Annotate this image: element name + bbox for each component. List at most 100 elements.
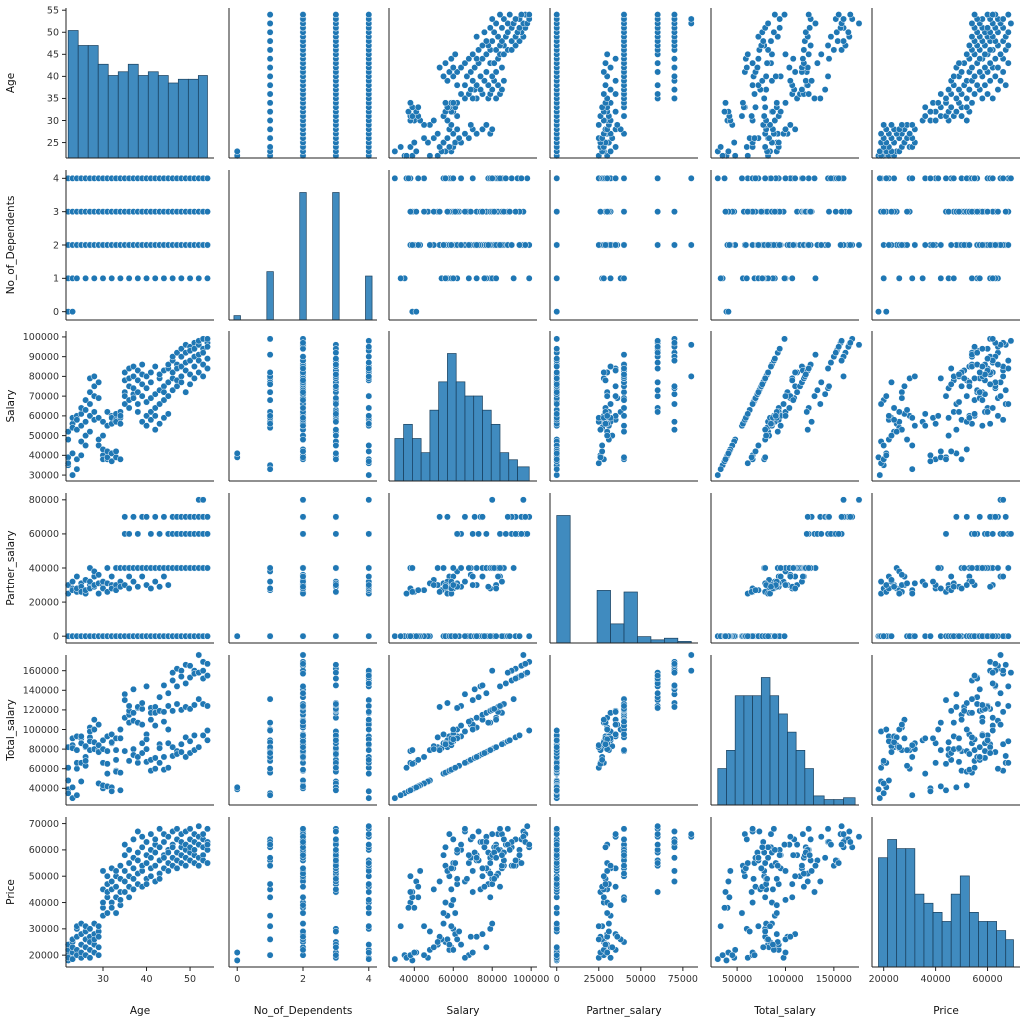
- scatter-point: [602, 880, 609, 888]
- scatter-point: [760, 94, 768, 102]
- scatter-point: [607, 64, 614, 72]
- scatter-point: [937, 746, 945, 754]
- scatter-point: [603, 432, 611, 440]
- scatter-point: [654, 672, 662, 680]
- scatter-point: [332, 530, 340, 538]
- scatter-point: [299, 864, 307, 872]
- scatter-point: [919, 274, 927, 282]
- panel-salary-vs-total-salary: [710, 331, 863, 482]
- scatter-point: [130, 685, 137, 693]
- scatter-point: [73, 465, 81, 473]
- scatter-point: [908, 274, 916, 282]
- scatter-point: [598, 756, 606, 764]
- scatter-point: [654, 704, 662, 712]
- scatter-point: [480, 749, 488, 757]
- scatter-point: [266, 862, 274, 870]
- scatter-point: [143, 682, 150, 690]
- scatter-point: [299, 11, 307, 19]
- scatter-point: [654, 830, 662, 838]
- scatter-point: [553, 471, 561, 479]
- scatter-point: [498, 632, 506, 640]
- hist-bar: [833, 799, 844, 806]
- hist-bar: [77, 45, 89, 159]
- scatter-point: [612, 830, 620, 838]
- scatter-point: [299, 689, 307, 697]
- scatter-point: [654, 59, 662, 67]
- hist-bar: [394, 438, 404, 482]
- scatter-point: [453, 81, 461, 89]
- scatter-point: [908, 791, 916, 799]
- scatter-point: [671, 72, 678, 80]
- scatter-point: [299, 743, 307, 751]
- scatter-point: [177, 673, 185, 681]
- scatter-point: [602, 81, 609, 89]
- scatter-point: [510, 564, 518, 572]
- scatter-point: [469, 696, 477, 704]
- scatter-point: [443, 208, 451, 216]
- scatter-point: [945, 432, 953, 440]
- scatter-point: [233, 147, 241, 155]
- scatter-point: [451, 764, 459, 772]
- hist-bar: [473, 395, 483, 482]
- scatter-point: [463, 875, 471, 883]
- scatter-point: [190, 846, 198, 854]
- scatter-point: [525, 727, 533, 734]
- scatter-point: [512, 530, 520, 538]
- scatter-point: [898, 571, 906, 579]
- scatter-point: [299, 396, 307, 404]
- scatter-point: [782, 50, 789, 58]
- scatter-point: [156, 420, 164, 428]
- scatter-point: [880, 442, 888, 449]
- scatter-point: [955, 734, 963, 742]
- scatter-point: [602, 740, 609, 748]
- scatter-point: [266, 368, 274, 376]
- scatter-point: [952, 783, 960, 791]
- scatter-point: [620, 241, 628, 249]
- scatter-point: [963, 392, 971, 400]
- scatter-point: [517, 174, 525, 182]
- scatter-point: [976, 368, 984, 376]
- scatter-point: [603, 909, 611, 917]
- scatter-point: [408, 112, 416, 120]
- scatter-point: [108, 904, 116, 912]
- scatter-point: [440, 851, 447, 859]
- scatter-point: [266, 72, 274, 80]
- scatter-point: [728, 951, 736, 959]
- scatter-point: [266, 922, 274, 930]
- scatter-point: [143, 880, 150, 888]
- scatter-point: [461, 825, 469, 833]
- scatter-point: [266, 719, 274, 727]
- scatter-point: [449, 735, 457, 743]
- scatter-point: [112, 756, 120, 764]
- scatter-point: [749, 81, 757, 89]
- scatter-point: [266, 841, 274, 849]
- scatter-point: [929, 734, 937, 742]
- scatter-point: [147, 716, 155, 724]
- scatter-point: [726, 867, 734, 875]
- scatter-point: [882, 451, 890, 459]
- scatter-point: [989, 530, 997, 538]
- scatter-point: [332, 400, 340, 408]
- scatter-point: [299, 365, 307, 372]
- scatter-point: [1004, 365, 1012, 372]
- panel-total-salary-vs-no-of-dependents: [228, 651, 377, 806]
- scatter-point: [365, 696, 373, 704]
- scatter-point: [455, 928, 463, 935]
- scatter-point: [942, 786, 950, 794]
- scatter-point: [299, 901, 307, 909]
- scatter-point: [73, 416, 81, 424]
- scatter-point: [332, 382, 340, 390]
- scatter-point: [947, 241, 955, 249]
- scatter-point: [160, 681, 168, 689]
- scatter-point: [654, 241, 662, 249]
- scatter-point: [442, 59, 449, 67]
- scatter-point: [440, 564, 447, 572]
- scatter-point: [597, 453, 604, 461]
- scatter-point: [553, 743, 561, 751]
- scatter-point: [761, 143, 769, 151]
- scatter-point: [160, 718, 168, 726]
- scatter-point: [968, 274, 976, 282]
- scatter-point: [473, 274, 481, 282]
- scatter-point: [86, 400, 94, 408]
- scatter-point: [999, 530, 1007, 538]
